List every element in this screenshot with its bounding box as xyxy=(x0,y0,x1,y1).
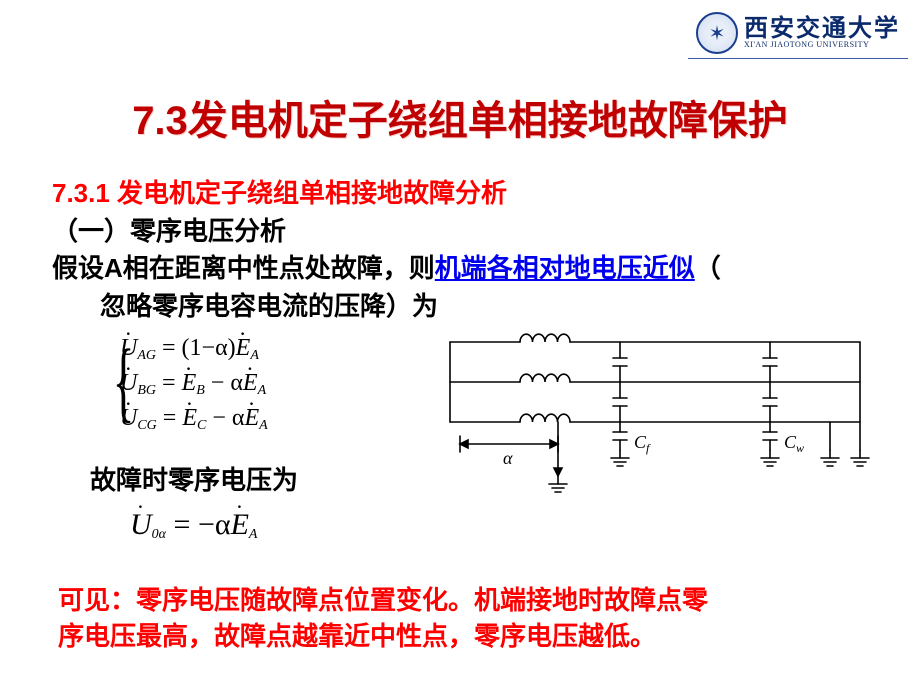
slide-title: 7.3发电机定子绕组单相接地故障保护 xyxy=(0,88,920,146)
op: − α xyxy=(206,405,244,431)
logo-en: XI'AN JIAOTONG UNIVERSITY xyxy=(744,41,900,49)
logo-text: 西安交通大学 XI'AN JIAOTONG UNIVERSITY xyxy=(744,17,900,49)
equation-system: { UAG = (1−α)EA UBG = EB − αEA UCG = EC … xyxy=(120,335,268,440)
logo-emblem-icon: ✶ xyxy=(696,12,738,54)
para-link: 机端各相对地电压近似 xyxy=(435,253,695,283)
sub: A xyxy=(249,527,258,542)
sub: B xyxy=(196,383,205,398)
sub: A xyxy=(259,418,268,433)
logo-cn: 西安交通大学 xyxy=(744,17,900,41)
conclusion-line: 序电压最高，故障点越靠近中性点，零序电压越低。 xyxy=(58,618,880,654)
paragraph-line2: 忽略零序电容电流的压降）为 xyxy=(52,288,880,326)
eq-rhs: = xyxy=(163,405,183,431)
svg-text:Cf: Cf xyxy=(634,432,651,455)
section-heading: 7.3.1 发电机定子绕组单相接地故障分析 xyxy=(52,175,880,213)
svg-text:Cw: Cw xyxy=(784,432,804,455)
var-E: E xyxy=(182,405,197,432)
university-logo: ✶ 西安交通大学 XI'AN JIAOTONG UNIVERSITY xyxy=(688,8,908,59)
svg-text:α: α xyxy=(503,448,513,468)
conclusion: 可见：零序电压随故障点位置变化。机端接地时故障点零 序电压最高，故障点越靠近中性… xyxy=(58,582,880,655)
var-U: U xyxy=(130,508,152,542)
conclusion-line: 可见：零序电压随故障点位置变化。机端接地时故障点零 xyxy=(58,582,880,618)
sub: A xyxy=(258,383,267,398)
slide: ✶ 西安交通大学 XI'AN JIAOTONG UNIVERSITY 7.3发电… xyxy=(0,0,920,690)
var-U: U xyxy=(120,405,137,432)
mid-label: 故障时零序电压为 xyxy=(90,460,298,497)
para-suffix1: （ xyxy=(695,253,721,283)
var-E: E xyxy=(231,508,249,542)
sub: C xyxy=(197,418,206,433)
sub: AG xyxy=(137,348,156,363)
equation-zero-seq: U0α = −αEA xyxy=(130,508,257,543)
op: − α xyxy=(205,370,243,396)
sub-heading: （一）零序电压分析 xyxy=(52,213,880,251)
equation-line: UCG = EC − αEA xyxy=(120,405,268,434)
sub: CG xyxy=(137,418,156,433)
para-prefix: 假设A相在距离中性点处故障，则 xyxy=(52,253,435,283)
var-E: E xyxy=(244,405,259,432)
paragraph: 假设A相在距离中性点处故障，则机端各相对地电压近似（ xyxy=(52,250,880,288)
eq-rhs: = (1−α) xyxy=(162,335,236,361)
body-text: 7.3.1 发电机定子绕组单相接地故障分析 （一）零序电压分析 假设A相在距离中… xyxy=(52,175,880,326)
sub: 0α xyxy=(152,527,166,542)
circuit-diagram: Cf Cw α xyxy=(440,326,870,506)
equation-line: UBG = EB − αEA xyxy=(120,370,268,399)
eq-rhs: = −α xyxy=(166,508,231,541)
eq-rhs: = xyxy=(162,370,182,396)
sub: BG xyxy=(137,383,156,398)
